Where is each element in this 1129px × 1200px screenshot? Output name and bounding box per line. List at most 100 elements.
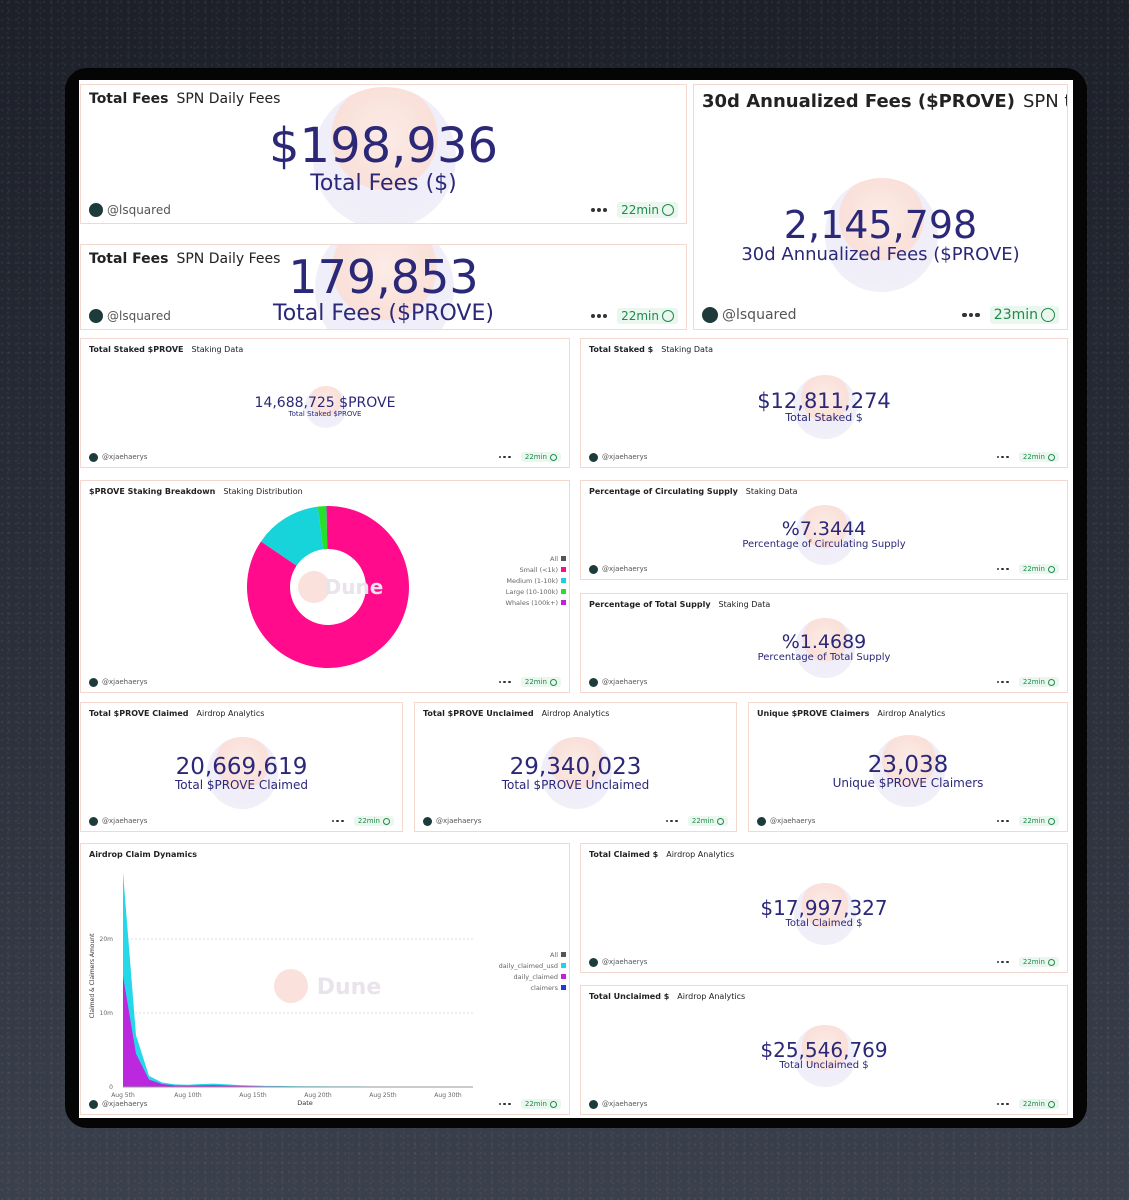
- avatar: [589, 1099, 598, 1109]
- chart: Dune All Small (<1k) Medium (1-10k) Large (1…: [247, 506, 566, 668]
- x-tick-label: Aug 30th: [434, 1092, 462, 1099]
- age-text: 22min: [357, 817, 380, 825]
- widget-header: Total Unclaimed $ Airdrop Analytics: [589, 992, 745, 1001]
- counter-label: Total $PROVE Unclaimed: [501, 777, 650, 792]
- more-menu[interactable]: [665, 819, 678, 823]
- age-text: 22min: [621, 309, 659, 323]
- widget-tab: Airdrop Analytics: [877, 709, 946, 718]
- widget-card: $PROVE Staking Breakdown Staking Distribu…: [80, 480, 570, 693]
- widget-footer: @xjaehaerys 22min: [89, 1099, 561, 1109]
- pie-slice: [326, 506, 328, 550]
- widget-tab: Airdrop Analytics: [541, 709, 610, 718]
- more-menu[interactable]: [498, 1102, 511, 1106]
- refresh-age: 22min: [1018, 677, 1059, 687]
- refresh-age: 22min: [1018, 564, 1059, 574]
- more-menu[interactable]: [498, 455, 511, 459]
- avatar: [589, 677, 598, 687]
- widget-tab: Airdrop Analytics: [677, 992, 746, 1001]
- author: @xjaehaerys: [602, 453, 648, 461]
- dot: [996, 819, 1000, 823]
- author: @xjaehaerys: [102, 453, 148, 461]
- counter: 20,669,619 Total $PROVE Claimed: [81, 713, 402, 831]
- age-text: 22min: [524, 1100, 547, 1108]
- widget-tab: Airdrop Analytics: [666, 850, 735, 859]
- dot: [996, 1102, 1000, 1106]
- widget-header: Total Claimed $ Airdrop Analytics: [589, 850, 734, 859]
- widget-header: Percentage of Circulating Supply Staking …: [589, 487, 798, 496]
- legend-label: Whales (100k+): [506, 599, 558, 607]
- logo-watermark: [313, 86, 456, 223]
- age-text: 22min: [1022, 565, 1045, 573]
- dot: [962, 312, 967, 318]
- dot: [975, 312, 980, 318]
- author: @xjaehaerys: [602, 958, 648, 966]
- widget-title: Total Claimed $: [589, 850, 659, 859]
- dot: [996, 567, 1000, 571]
- counter-label: Total Fees ($PROVE): [273, 300, 494, 326]
- counter-value: 20,669,619: [175, 753, 308, 780]
- y-tick-label: 0: [109, 1084, 113, 1091]
- refresh-age: 22min: [1018, 1099, 1059, 1109]
- more-menu[interactable]: [591, 314, 608, 318]
- more-menu[interactable]: [962, 312, 980, 318]
- dot: [341, 819, 344, 823]
- dot: [1001, 960, 1005, 964]
- logo-watermark: [795, 618, 855, 678]
- age-text: 22min: [1022, 678, 1045, 686]
- dot: [1006, 680, 1009, 684]
- refresh-age: 22min: [617, 202, 678, 218]
- widget-title: Percentage of Circulating Supply: [589, 487, 738, 496]
- more-menu[interactable]: [996, 455, 1009, 459]
- widget-header: 30d Annualized Fees ($PROVE) SPN to...: [702, 91, 1067, 112]
- avatar: [702, 307, 718, 323]
- avatar: [757, 816, 766, 826]
- dot: [1006, 960, 1009, 964]
- more-menu[interactable]: [996, 960, 1009, 964]
- more-menu[interactable]: [331, 819, 344, 823]
- author: @xjaehaerys: [602, 678, 648, 686]
- dot: [591, 208, 596, 212]
- dot: [508, 680, 511, 684]
- dot: [508, 1102, 511, 1106]
- author: @xjaehaerys: [436, 817, 482, 825]
- counter-value: 179,853: [288, 250, 479, 305]
- counter-value: %1.4689: [781, 630, 867, 653]
- more-menu[interactable]: [996, 1102, 1009, 1106]
- widget-tab: Staking Data: [745, 487, 798, 496]
- widget-card: 30d Annualized Fees ($PROVE) SPN to... 2,1…: [693, 84, 1068, 330]
- more-menu[interactable]: [996, 819, 1009, 823]
- dot: [1001, 455, 1005, 459]
- x-tick-label: Aug 25th: [369, 1092, 397, 1099]
- dot: [498, 1102, 502, 1106]
- more-menu[interactable]: [591, 208, 608, 212]
- more-menu[interactable]: [996, 680, 1009, 684]
- legend-swatch: [561, 578, 566, 583]
- refresh-age: 22min: [1018, 452, 1059, 462]
- chart: 0 10m 20m Dune Aug 5th Aug 10th Aug 15th Aug 20…: [89, 872, 566, 1107]
- widget-header: Total Staked $ Staking Data: [589, 345, 713, 354]
- dot: [591, 314, 596, 318]
- logo-watermark: [304, 385, 348, 429]
- widget-title: Total Staked $PROVE: [89, 345, 184, 354]
- widget-footer: @xjaehaerys 22min: [89, 452, 561, 462]
- widget-tab: SPN to...: [1022, 91, 1067, 112]
- legend-swatch: [561, 985, 566, 990]
- x-axis-label: Date: [297, 1099, 313, 1107]
- widget-header: Unique $PROVE Claimers Airdrop Analytics: [757, 709, 945, 718]
- legend-label: All: [550, 951, 558, 959]
- more-menu[interactable]: [996, 567, 1009, 571]
- counter-value: 14,688,725 $PROVE: [254, 394, 396, 411]
- counter: 179,853 Total Fees ($PROVE): [81, 245, 686, 329]
- age-text: 22min: [524, 678, 547, 686]
- dot: [996, 680, 1000, 684]
- widget-tab: Airdrop Analytics: [196, 709, 265, 718]
- more-menu[interactable]: [498, 680, 511, 684]
- widget-footer: @xjaehaerys 22min: [757, 816, 1059, 826]
- counter-label: Percentage of Total Supply: [757, 651, 891, 663]
- counter-label: 30d Annualized Fees ($PROVE): [741, 243, 1020, 265]
- widget-card: Percentage of Total Supply Staking Data %1…: [580, 593, 1068, 693]
- widget-title: 30d Annualized Fees ($PROVE): [702, 91, 1015, 112]
- dot: [996, 960, 1000, 964]
- widget-footer: @xjaehaerys 22min: [589, 957, 1059, 967]
- age-text: 22min: [1022, 453, 1045, 461]
